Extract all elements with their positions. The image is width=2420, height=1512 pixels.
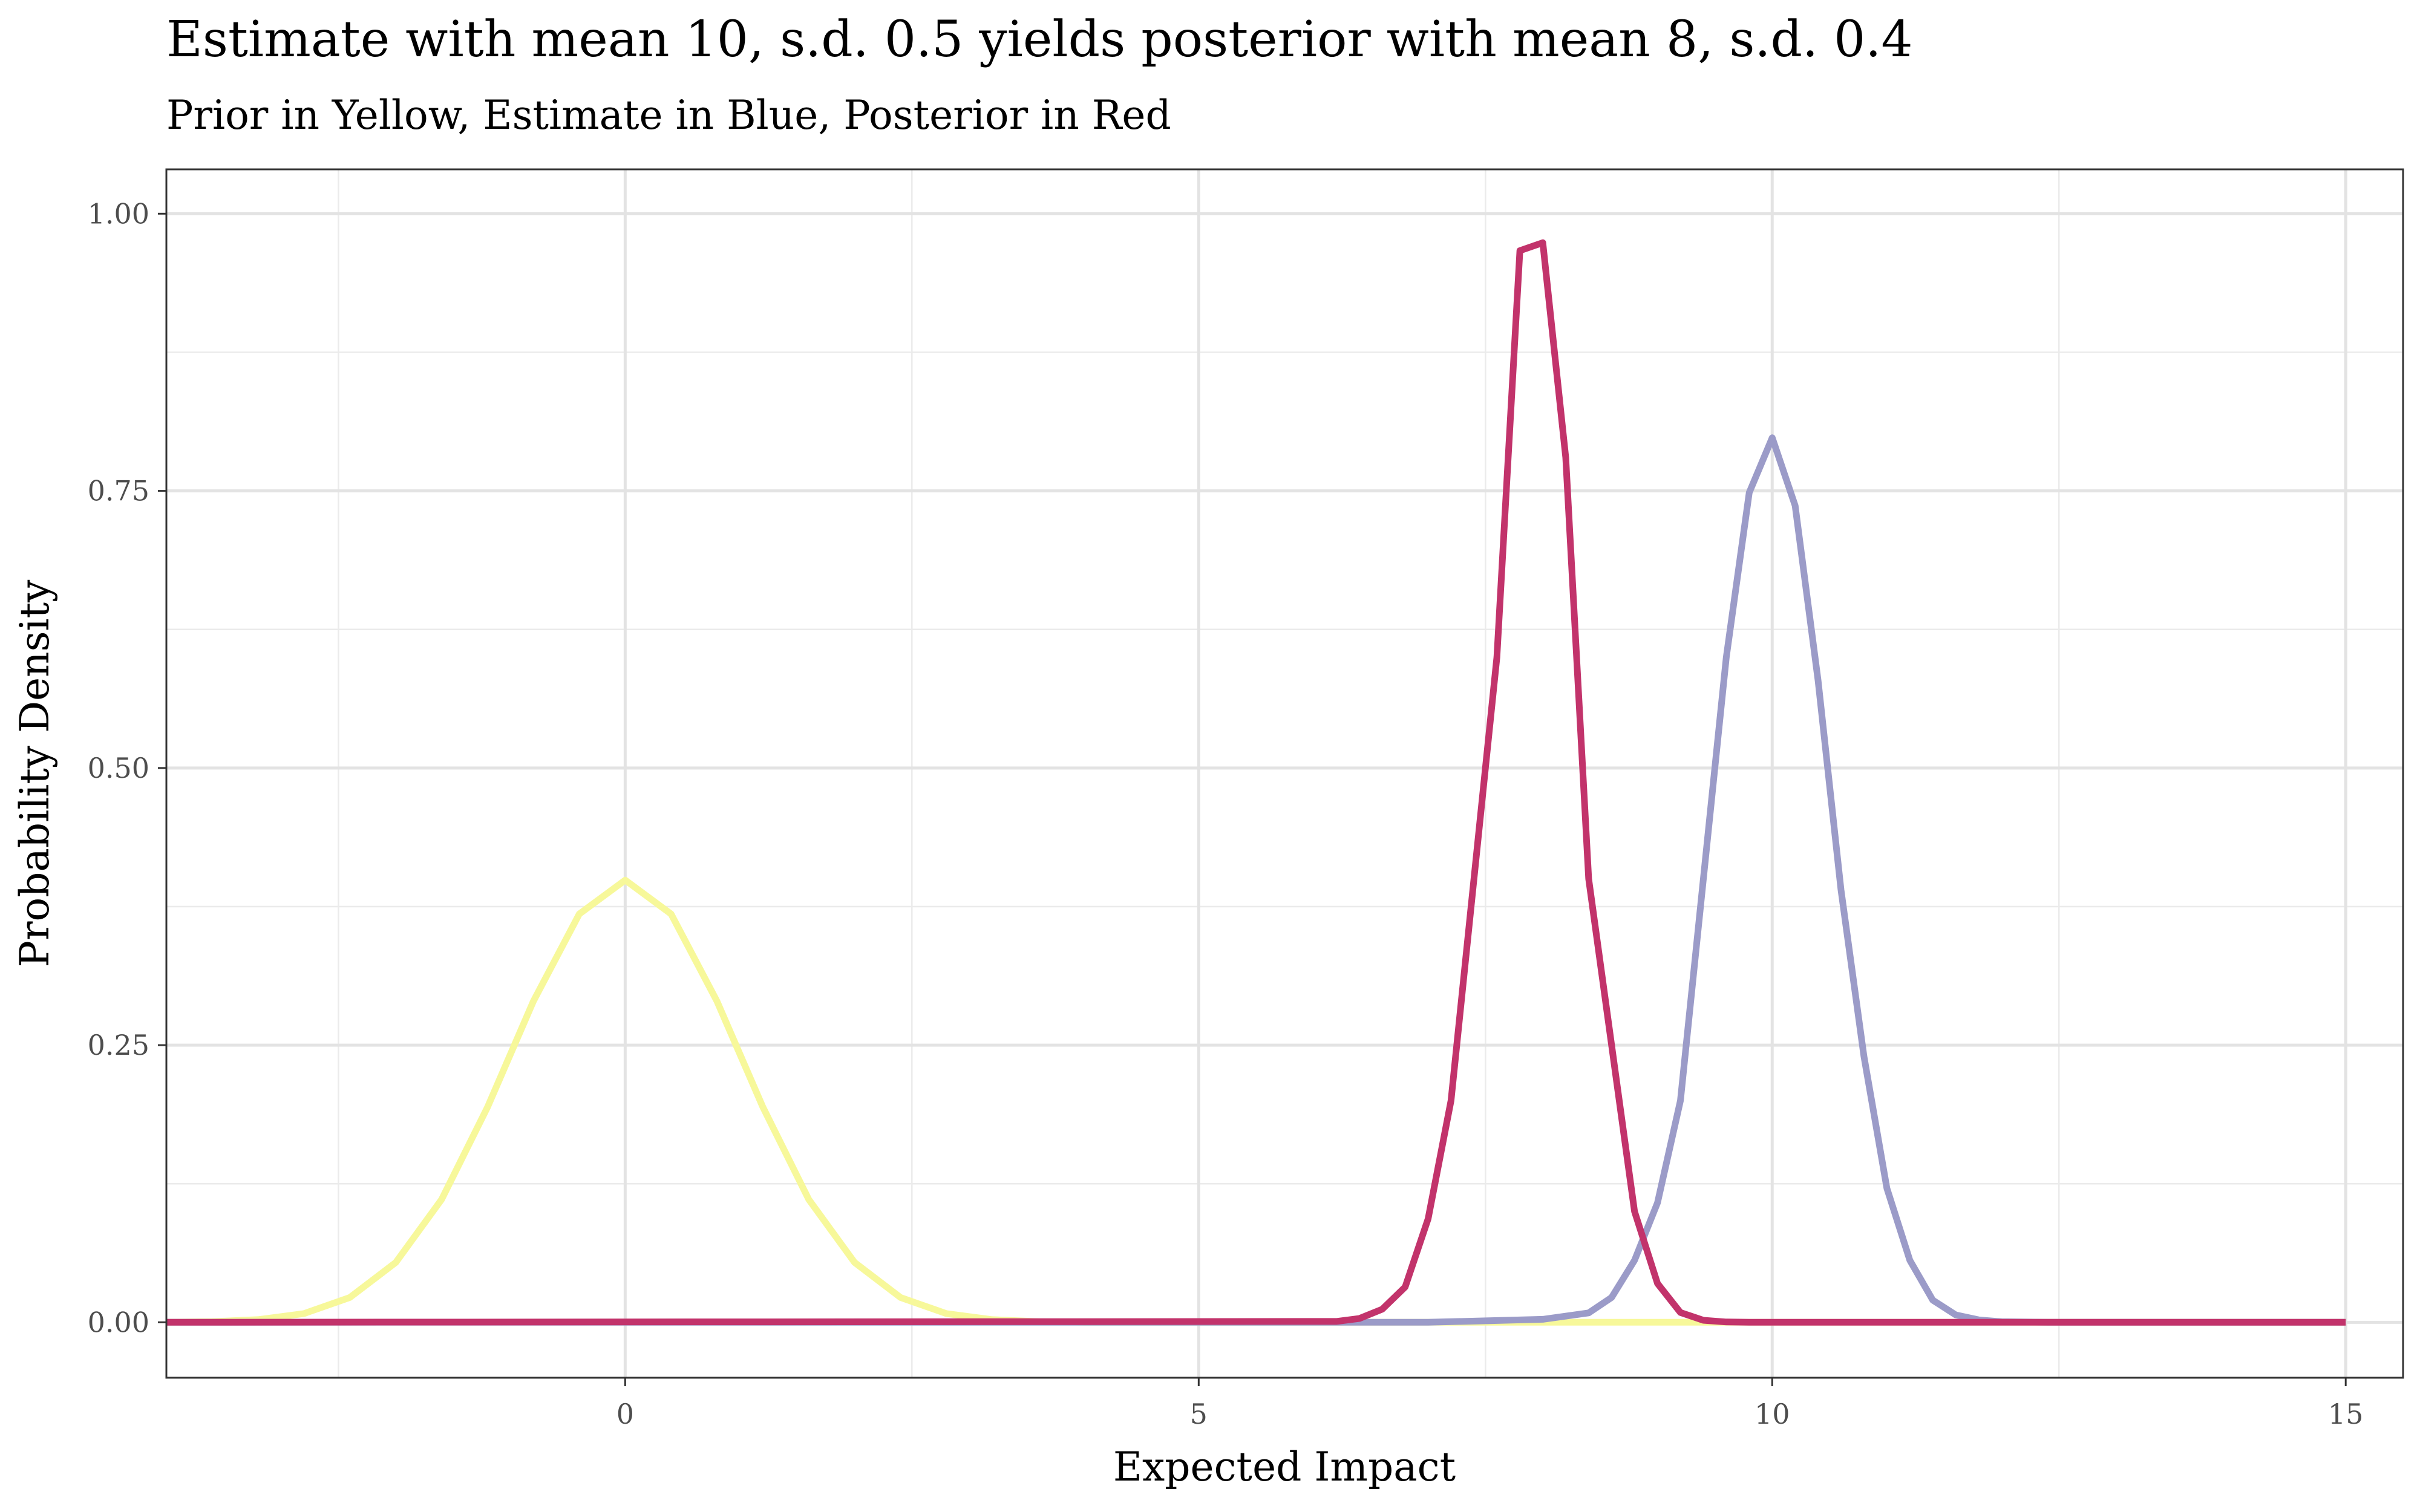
y-tick-label: 0.50 xyxy=(88,752,149,784)
grid-major xyxy=(166,169,2403,1378)
posterior-line xyxy=(166,239,2346,1326)
series-layer xyxy=(166,239,2346,1326)
x-axis: 0 5 10 15 xyxy=(616,1378,2364,1430)
y-tick-label: 0.00 xyxy=(88,1306,149,1338)
x-tick-label: 5 xyxy=(1190,1398,1208,1430)
y-tick-label: 0.75 xyxy=(88,475,149,507)
prior-line xyxy=(166,876,2346,1326)
y-tick-label: 0.25 xyxy=(88,1029,149,1061)
y-tick-label: 1.00 xyxy=(88,197,149,230)
x-tick-label: 15 xyxy=(2328,1398,2364,1430)
y-axis: 0.00 0.25 0.50 0.75 1.00 xyxy=(88,197,166,1338)
x-axis-title: Expected Impact xyxy=(1113,1444,1456,1490)
plot-panel xyxy=(165,168,2404,1379)
y-axis-title: Probability Density xyxy=(11,579,58,968)
estimate-line xyxy=(166,434,2346,1326)
x-tick-label: 10 xyxy=(1754,1398,1790,1430)
grid-minor xyxy=(166,169,2403,1378)
chart-subtitle: Prior in Yellow, Estimate in Blue, Poste… xyxy=(166,92,1171,138)
x-tick-label: 0 xyxy=(616,1398,634,1430)
chart-title: Estimate with mean 10, s.d. 0.5 yields p… xyxy=(166,11,1913,68)
